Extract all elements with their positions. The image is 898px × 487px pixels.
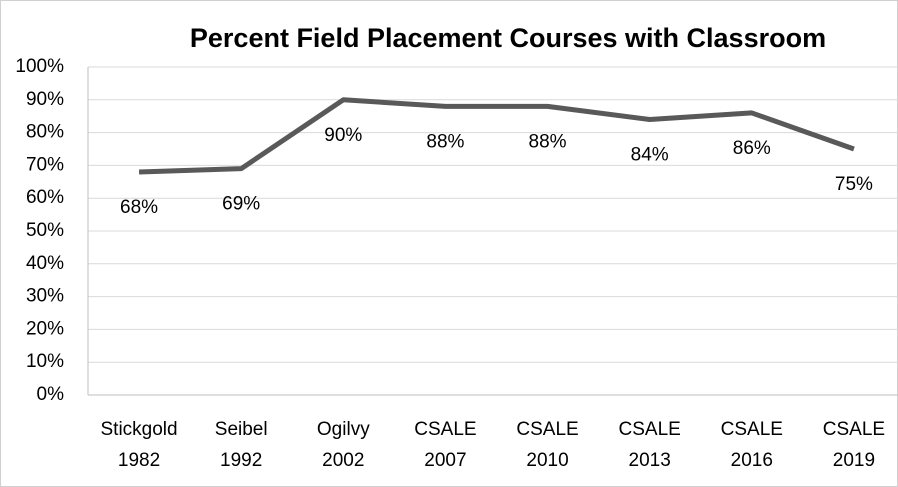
x-tick-label-line: Ogilvy (317, 419, 370, 440)
data-label: 84% (631, 144, 669, 165)
x-tick-label-line: CSALE (619, 419, 681, 440)
x-tick-label: CSALE 2007 (414, 419, 476, 471)
x-tick-label-line: 2002 (322, 450, 364, 471)
x-tick-label: Seibel 1992 (215, 419, 268, 471)
x-tick-label-line: 2013 (629, 450, 671, 471)
y-tick-label: 100% (15, 56, 64, 77)
data-label: 69% (222, 194, 260, 215)
x-tick-label: Stickgold 1982 (101, 419, 178, 471)
y-tick-label: 0% (37, 384, 65, 405)
x-tick-label-line: CSALE (823, 419, 885, 440)
data-label: 88% (529, 131, 567, 152)
x-tick-label-line: 2016 (731, 450, 773, 471)
y-tick-label: 40% (26, 253, 64, 274)
x-tick-label-line: 2019 (833, 450, 875, 471)
x-tick-label: CSALE 2013 (619, 419, 681, 471)
x-tick-label-line: 1992 (220, 450, 262, 471)
x-tick-label-line: Seibel (215, 419, 268, 440)
x-tick-label-line: CSALE (414, 419, 476, 440)
x-tick-label: CSALE 2010 (516, 419, 578, 471)
y-tick-label: 90% (26, 89, 64, 110)
x-tick-label-line: CSALE (516, 419, 578, 440)
y-tick-label: 60% (26, 187, 64, 208)
data-label: 86% (733, 138, 771, 159)
chart-title: Percent Field Placement Courses with Cla… (190, 23, 826, 53)
y-tick-label: 50% (26, 220, 64, 241)
data-label: 90% (324, 125, 362, 146)
data-label: 75% (835, 174, 873, 195)
data-label: 88% (426, 131, 464, 152)
x-tick-label: CSALE 2019 (823, 419, 885, 471)
y-tick-label: 80% (26, 122, 64, 143)
x-tick-label-line: CSALE (721, 419, 783, 440)
data-label: 68% (120, 197, 158, 218)
data-line (138, 97, 855, 175)
x-tick-label-line: Stickgold (101, 419, 178, 440)
y-tick-label: 30% (26, 286, 64, 307)
y-tick-label: 10% (26, 351, 64, 372)
x-tick-label-line: 2010 (526, 450, 568, 471)
x-tick-label: Ogilvy 2002 (317, 419, 370, 471)
x-tick-label-line: 1982 (118, 450, 160, 471)
x-tick-label-line: 2007 (424, 450, 466, 471)
x-tick-label: CSALE 2016 (721, 419, 783, 471)
y-tick-label: 70% (26, 154, 64, 175)
y-tick-label: 20% (26, 318, 64, 339)
